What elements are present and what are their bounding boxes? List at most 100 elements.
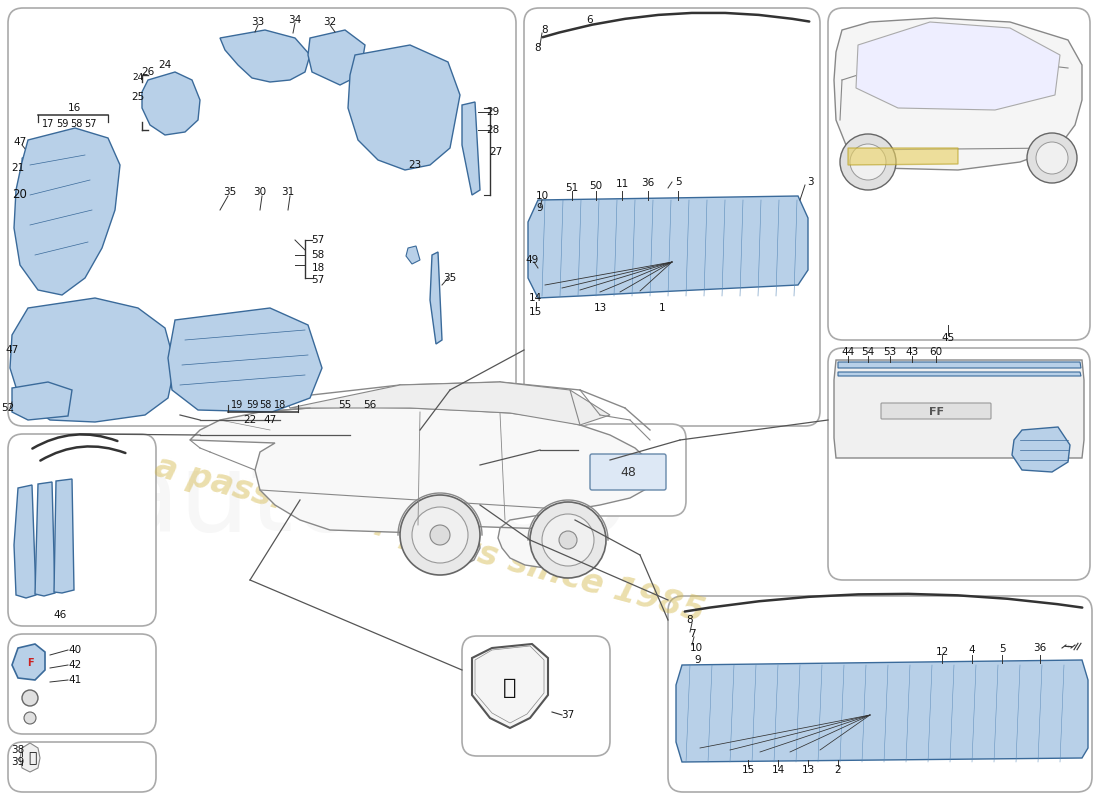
Text: 13: 13 bbox=[593, 303, 606, 313]
Polygon shape bbox=[1012, 427, 1070, 472]
Text: 54: 54 bbox=[861, 347, 875, 357]
Text: 33: 33 bbox=[252, 17, 265, 27]
Polygon shape bbox=[35, 482, 55, 596]
Polygon shape bbox=[472, 644, 548, 728]
Text: 55: 55 bbox=[339, 400, 352, 410]
Text: 10: 10 bbox=[690, 643, 703, 653]
Text: 58: 58 bbox=[69, 119, 82, 129]
Polygon shape bbox=[838, 362, 1081, 368]
Text: 53: 53 bbox=[883, 347, 896, 357]
Polygon shape bbox=[12, 382, 72, 420]
Circle shape bbox=[24, 712, 36, 724]
Text: 32: 32 bbox=[323, 17, 337, 27]
Polygon shape bbox=[54, 479, 74, 593]
Text: 47: 47 bbox=[13, 137, 26, 147]
Polygon shape bbox=[348, 45, 460, 170]
Text: 8: 8 bbox=[541, 25, 548, 35]
Polygon shape bbox=[676, 660, 1088, 762]
Text: 47: 47 bbox=[6, 345, 19, 355]
Polygon shape bbox=[528, 196, 808, 298]
Text: 44: 44 bbox=[842, 347, 855, 357]
Text: 10: 10 bbox=[536, 191, 549, 201]
Polygon shape bbox=[10, 298, 175, 422]
Text: 1: 1 bbox=[659, 303, 666, 313]
Polygon shape bbox=[22, 155, 38, 180]
Text: 23: 23 bbox=[408, 160, 421, 170]
Text: 24: 24 bbox=[158, 60, 172, 70]
Text: 22: 22 bbox=[243, 415, 256, 425]
Circle shape bbox=[542, 514, 594, 566]
FancyBboxPatch shape bbox=[8, 634, 156, 734]
Text: 8: 8 bbox=[686, 615, 693, 625]
Text: 🐎: 🐎 bbox=[28, 751, 36, 765]
Text: 59: 59 bbox=[245, 400, 258, 410]
Circle shape bbox=[1027, 133, 1077, 183]
Text: 20: 20 bbox=[12, 189, 28, 202]
Text: 45: 45 bbox=[942, 333, 955, 343]
Polygon shape bbox=[406, 246, 420, 264]
Text: 15: 15 bbox=[528, 307, 541, 317]
Text: 52: 52 bbox=[1, 403, 14, 413]
Polygon shape bbox=[290, 382, 610, 425]
Text: 14: 14 bbox=[771, 765, 784, 775]
Circle shape bbox=[530, 502, 606, 578]
Text: 31: 31 bbox=[282, 187, 295, 197]
Text: 36: 36 bbox=[641, 178, 654, 188]
Circle shape bbox=[412, 507, 468, 563]
Text: 58: 58 bbox=[311, 250, 324, 260]
Text: FF: FF bbox=[928, 407, 944, 417]
Polygon shape bbox=[168, 308, 322, 412]
FancyBboxPatch shape bbox=[881, 403, 991, 419]
Text: 57: 57 bbox=[84, 119, 97, 129]
Text: 2: 2 bbox=[835, 765, 842, 775]
Text: 13: 13 bbox=[802, 765, 815, 775]
Polygon shape bbox=[462, 102, 480, 195]
Text: 35: 35 bbox=[443, 273, 456, 283]
Text: F: F bbox=[26, 658, 33, 668]
FancyBboxPatch shape bbox=[524, 8, 820, 426]
Text: 9: 9 bbox=[537, 203, 543, 213]
Text: 4: 4 bbox=[969, 645, 976, 655]
Text: 41: 41 bbox=[68, 675, 81, 685]
Polygon shape bbox=[838, 372, 1081, 376]
Text: 50: 50 bbox=[590, 181, 603, 191]
Polygon shape bbox=[220, 30, 310, 82]
Text: 36: 36 bbox=[1033, 643, 1046, 653]
FancyBboxPatch shape bbox=[8, 742, 156, 792]
Text: 48: 48 bbox=[620, 466, 636, 478]
Text: 56: 56 bbox=[363, 400, 376, 410]
Text: a passion for parts since 1985: a passion for parts since 1985 bbox=[152, 450, 708, 630]
Text: 14: 14 bbox=[528, 293, 541, 303]
Text: 6: 6 bbox=[586, 15, 593, 25]
FancyBboxPatch shape bbox=[668, 596, 1092, 792]
Polygon shape bbox=[430, 252, 442, 344]
FancyBboxPatch shape bbox=[828, 348, 1090, 580]
Text: 18: 18 bbox=[274, 400, 286, 410]
FancyBboxPatch shape bbox=[578, 424, 686, 516]
Circle shape bbox=[1036, 142, 1068, 174]
Text: 3: 3 bbox=[806, 177, 813, 187]
Text: 8: 8 bbox=[535, 43, 541, 53]
Text: 🐎: 🐎 bbox=[504, 678, 517, 698]
FancyBboxPatch shape bbox=[828, 8, 1090, 340]
Polygon shape bbox=[20, 743, 40, 772]
Text: 59: 59 bbox=[56, 119, 68, 129]
Text: 34: 34 bbox=[288, 15, 301, 25]
Text: 12: 12 bbox=[935, 647, 948, 657]
Text: 47: 47 bbox=[263, 415, 276, 425]
FancyBboxPatch shape bbox=[590, 454, 666, 490]
FancyBboxPatch shape bbox=[8, 434, 156, 626]
Text: 9: 9 bbox=[695, 655, 702, 665]
Polygon shape bbox=[14, 485, 36, 598]
Polygon shape bbox=[834, 360, 1084, 458]
Text: 39: 39 bbox=[11, 757, 24, 767]
Text: 21: 21 bbox=[11, 163, 24, 173]
Text: 16: 16 bbox=[67, 103, 80, 113]
Circle shape bbox=[840, 134, 896, 190]
Polygon shape bbox=[190, 407, 654, 568]
FancyBboxPatch shape bbox=[462, 636, 610, 756]
Text: 28: 28 bbox=[486, 125, 499, 135]
Polygon shape bbox=[856, 22, 1060, 110]
Circle shape bbox=[850, 144, 886, 180]
Text: 17: 17 bbox=[42, 119, 54, 129]
